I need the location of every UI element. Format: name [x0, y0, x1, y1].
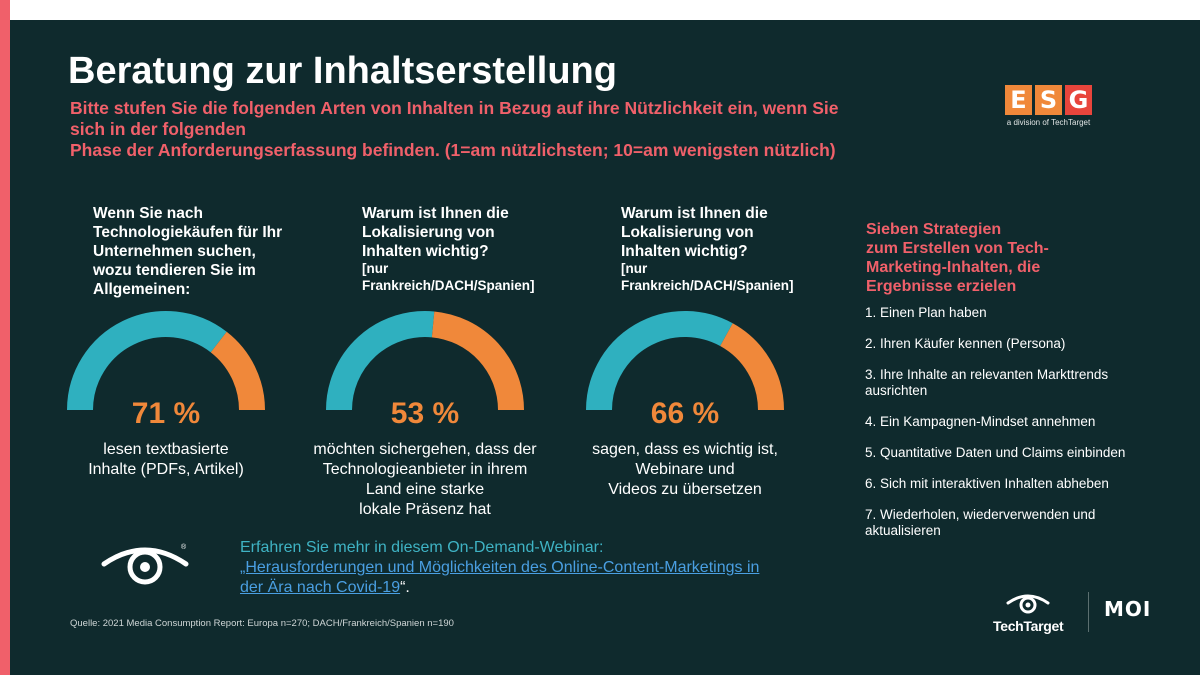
column-3-subnote: [nur Frankreich/DACH/Spanien]: [621, 260, 794, 294]
caption-line: Webinare und: [635, 461, 735, 478]
webinar-link[interactable]: „Herausforderungen und Möglichkeiten des…: [240, 559, 760, 596]
question-line: Phase der Anforderungserfassung befinden…: [70, 140, 836, 160]
strategy-item: 4. Ein Kampagnen-Mindset annehmen: [865, 414, 1096, 429]
eye-icon: ®: [101, 543, 189, 585]
caption-line: lokale Präsenz hat: [359, 501, 491, 518]
column-1-percent: 71 %: [131, 397, 201, 430]
gauge-column-1: [67, 311, 265, 411]
strategy-item: 5. Quantitative Daten und Claims einbind…: [865, 445, 1126, 460]
subnote-line: [nur: [621, 261, 648, 276]
techtarget-logo: TechTarget: [993, 591, 1064, 634]
esg-logo: E S G a division of TechTarget: [1005, 85, 1092, 127]
column-1-heading: Wenn Sie nach Technologiekäufen für Ihr …: [93, 204, 282, 299]
gauge-value-arc: [67, 311, 227, 411]
slide-title: Beratung zur Inhaltserstellung: [68, 50, 617, 92]
caption-line: Technologieanbieter in ihrem: [322, 461, 528, 478]
column-2-subnote: [nur Frankreich/DACH/Spanien]: [362, 260, 535, 294]
webinar-promo: Erfahren Sie mehr in diesem On-Demand-We…: [240, 538, 760, 598]
esg-subtitle: a division of TechTarget: [1006, 118, 1091, 127]
gauge-remainder-arc: [210, 331, 265, 411]
esg-letter-g: G: [1065, 85, 1092, 115]
left-accent-bar: [0, 0, 10, 675]
strategy-item: 2. Ihren Käufer kennen (Persona): [865, 336, 1066, 351]
heading-line: Technologiekäufen für Ihr: [93, 224, 283, 241]
gauge-remainder-arc: [431, 311, 524, 411]
strategies-title-line: zum Erstellen von Tech-: [866, 240, 1049, 257]
strategies-title-line: Marketing-Inhalten, die: [866, 259, 1041, 276]
techtarget-wordmark: TechTarget: [993, 618, 1064, 634]
heading-line: Wenn Sie nach: [93, 205, 203, 222]
caption-line: lesen textbasierte: [103, 441, 229, 458]
heading-line: Allgemeinen:: [93, 281, 191, 298]
caption-line: Land eine starke: [365, 481, 485, 498]
heading-line: wozu tendieren Sie im: [93, 262, 256, 279]
heading-line: Inhalten wichtig?: [362, 243, 489, 260]
gauge-column-2: [326, 311, 524, 411]
strategies-title-line: Sieben Strategien: [866, 221, 1002, 238]
subnote-line: Frankreich/DACH/Spanien]: [362, 278, 535, 293]
question-line: Bitte stufen Sie die folgenden Arten von…: [70, 98, 839, 118]
subnote-line: Frankreich/DACH/Spanien]: [621, 278, 794, 293]
source-note: Quelle: 2021 Media Consumption Report: E…: [70, 618, 454, 629]
caption-line: Videos zu übersetzen: [608, 481, 762, 498]
heading-line: Unternehmen suchen,: [93, 243, 256, 260]
column-1-caption: lesen textbasierte Inhalte (PDFs, Artike…: [56, 440, 276, 480]
column-3-percent: 66 %: [650, 397, 720, 430]
strategy-item: 1. Einen Plan haben: [865, 305, 987, 320]
strategy-item: 3. Ihre Inhalte an relevanten Markttrend…: [865, 367, 1109, 398]
strategy-item: 7. Wiederholen, wiederverwenden und aktu…: [865, 507, 1096, 538]
column-3-heading: Warum ist Ihnen die Lokalisierung von In…: [621, 204, 768, 261]
caption-line: möchten sichergehen, dass der: [313, 441, 537, 458]
strategies-list: 1. Einen Plan haben 2. Ihren Käufer kenn…: [865, 305, 1165, 554]
gauge-remainder-arc: [719, 323, 784, 411]
moi-logo: MOI: [1104, 597, 1152, 621]
gauge-value-arc: [586, 311, 733, 411]
strategies-title-line: Ergebnisse erzielen: [866, 278, 1017, 295]
survey-question: Bitte stufen Sie die folgenden Arten von…: [70, 98, 940, 161]
top-strip: [0, 0, 1200, 20]
techtarget-eye-icon: [1006, 594, 1050, 614]
webinar-closing: “.: [400, 579, 410, 596]
heading-line: Lokalisierung von: [362, 224, 495, 241]
strategy-item: 6. Sich mit interaktiven Inhalten abhebe…: [865, 476, 1109, 491]
webinar-intro: Erfahren Sie mehr in diesem On-Demand-We…: [240, 539, 604, 556]
heading-line: Inhalten wichtig?: [621, 243, 748, 260]
registered-mark: ®: [181, 543, 187, 551]
esg-letter-e: E: [1005, 85, 1032, 115]
column-2-caption: möchten sichergehen, dass der Technologi…: [295, 440, 555, 520]
gauge-column-3: [586, 311, 784, 411]
caption-line: sagen, dass es wichtig ist,: [592, 441, 778, 458]
heading-line: Warum ist Ihnen die: [621, 205, 768, 222]
heading-line: Lokalisierung von: [621, 224, 754, 241]
caption-line: Inhalte (PDFs, Artikel): [88, 461, 244, 478]
question-line: sich in der folgenden: [70, 119, 246, 139]
esg-letter-s: S: [1035, 85, 1062, 115]
subnote-line: [nur: [362, 261, 389, 276]
strategies-title: Sieben Strategien zum Erstellen von Tech…: [866, 220, 1049, 296]
column-2-heading: Warum ist Ihnen die Lokalisierung von In…: [362, 204, 509, 261]
logo-divider: [1088, 592, 1089, 632]
column-2-percent: 53 %: [390, 397, 460, 430]
column-3-caption: sagen, dass es wichtig ist, Webinare und…: [570, 440, 800, 500]
heading-line: Warum ist Ihnen die: [362, 205, 509, 222]
gauge-value-arc: [326, 311, 435, 411]
